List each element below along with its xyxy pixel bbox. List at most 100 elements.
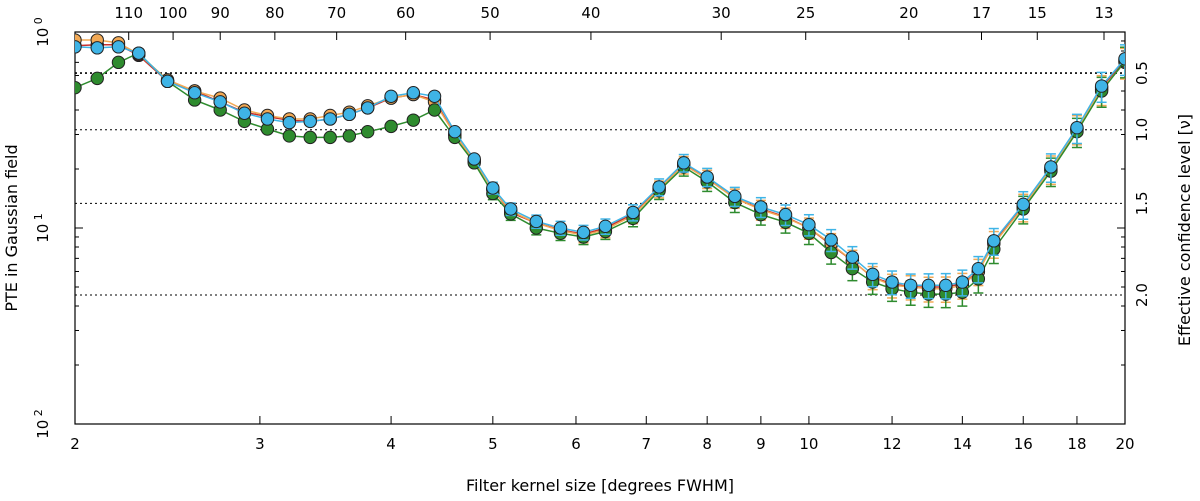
- top-tick-label: 40: [581, 4, 600, 22]
- x-tick-label: 7: [641, 435, 651, 453]
- top-tick-label: 30: [712, 4, 731, 22]
- data-point: [323, 112, 337, 126]
- data-point: [1044, 160, 1058, 174]
- data-point: [213, 95, 227, 109]
- data-point: [342, 129, 357, 143]
- data-point: [448, 124, 462, 139]
- data-point: [576, 225, 591, 240]
- data-point: [384, 89, 398, 103]
- data-point: [754, 200, 768, 214]
- x-tick-label: 12: [883, 435, 902, 453]
- top-tick-labels: 110 100 90 80 70 60 50 40 30 25 20 17 15 13: [114, 4, 1113, 22]
- top-tick-label: 60: [396, 4, 415, 22]
- top-tick-label: 15: [1028, 4, 1047, 22]
- data-point: [865, 267, 880, 282]
- top-tick-label: 110: [114, 4, 143, 22]
- top-tick-label: 20: [899, 4, 918, 22]
- data-point: [237, 106, 252, 120]
- top-tick-label: 90: [211, 4, 230, 22]
- data-point: [955, 275, 970, 289]
- data-point: [778, 207, 793, 222]
- top-tick-label: 80: [265, 4, 284, 22]
- right-tick-label: 0.5: [1133, 61, 1151, 85]
- data-point: [342, 107, 357, 122]
- data-point: [406, 113, 421, 127]
- data-point: [903, 278, 918, 293]
- data-point: [90, 71, 104, 86]
- data-point: [504, 202, 518, 216]
- series-line-orange: [75, 39, 1125, 290]
- data-point: [1118, 52, 1125, 66]
- x-tick-label: 18: [1067, 435, 1086, 453]
- series-line-red: [75, 44, 1125, 288]
- data-point: [427, 89, 442, 103]
- x-tick-labels: 2 3 4 5 6 7 8 9 10 12 14 16 18 20: [70, 435, 1134, 453]
- data-point: [187, 86, 202, 100]
- top-tick-label: 50: [481, 4, 500, 22]
- data-point: [845, 250, 860, 264]
- data-point: [987, 234, 1001, 248]
- data-point: [90, 41, 104, 55]
- x-tick-label: 3: [255, 435, 265, 453]
- data-point: [921, 278, 936, 293]
- top-tick-label: 17: [972, 4, 991, 22]
- data-point: [652, 180, 666, 194]
- y2-axis-title: Effective confidence level [ν]: [1175, 114, 1194, 346]
- series-red: [75, 38, 1125, 294]
- data-point: [384, 119, 398, 134]
- data-point: [486, 181, 500, 195]
- x-tick-label: 10: [799, 435, 818, 453]
- right-tick-labels: 0.5 1.0 1.5 2.0: [1133, 61, 1151, 307]
- x-tick-label: 6: [571, 435, 581, 453]
- series-line-blue: [75, 46, 1125, 287]
- data-point: [132, 46, 146, 60]
- data-point: [728, 189, 742, 204]
- data-point: [323, 130, 337, 145]
- y-axis-title: PTE in Gaussian field: [2, 144, 21, 311]
- data-point: [406, 86, 421, 100]
- data-point: [111, 40, 126, 54]
- data-point: [360, 124, 375, 139]
- data-point: [553, 221, 568, 235]
- data-point: [303, 130, 317, 145]
- plot-area: [75, 33, 1125, 309]
- data-point: [1094, 79, 1109, 93]
- right-tick-label: 1.5: [1133, 191, 1151, 215]
- right-tick-label: 1.0: [1133, 118, 1151, 142]
- data-point: [971, 261, 986, 276]
- data-point: [1070, 120, 1084, 135]
- x-tick-label: 14: [953, 435, 972, 453]
- y-tick-labels: 10 0 10 1 10 2: [32, 17, 52, 439]
- data-point: [75, 40, 82, 54]
- y-tick-label: 10 1: [32, 213, 52, 243]
- x-tick-label: 2: [70, 435, 80, 453]
- series-orange: [75, 33, 1125, 304]
- x-tick-label: 16: [1014, 435, 1033, 453]
- data-point: [467, 152, 481, 166]
- top-tick-label: 100: [159, 4, 188, 22]
- data-point: [360, 101, 375, 115]
- x-tick-label: 4: [386, 435, 396, 453]
- data-point: [885, 275, 899, 289]
- right-tick-label: 2.0: [1133, 283, 1151, 307]
- data-point: [160, 74, 175, 89]
- data-point: [282, 115, 297, 130]
- data-point: [427, 103, 442, 117]
- top-tick-label: 70: [327, 4, 346, 22]
- top-tick-label: 13: [1094, 4, 1113, 22]
- y-tick-label: 10 2: [32, 409, 52, 439]
- data-point: [1016, 197, 1030, 212]
- x-tick-label: 5: [488, 435, 498, 453]
- data-point: [529, 214, 543, 229]
- data-point: [626, 205, 640, 220]
- data-point: [75, 80, 82, 95]
- data-point: [824, 233, 838, 247]
- data-point: [598, 219, 613, 234]
- x-tick-label: 9: [756, 435, 766, 453]
- y-tick-label: 10 0: [32, 17, 52, 47]
- data-point: [802, 217, 816, 232]
- data-point: [677, 156, 691, 170]
- data-point: [282, 129, 297, 143]
- data-point: [303, 114, 317, 129]
